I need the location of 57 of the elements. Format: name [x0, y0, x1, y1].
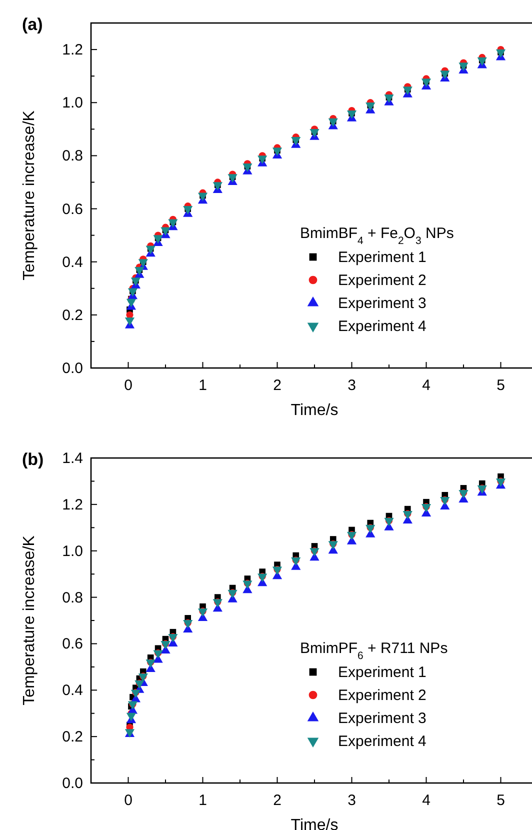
y-tick-label: 0.6 — [62, 200, 83, 218]
y-tick-label: 0.6 — [62, 636, 83, 653]
y-tick-label: 0.8 — [62, 589, 83, 606]
legend-label: Experiment 2 — [338, 272, 426, 289]
point — [366, 102, 376, 111]
chart-title: (b) — [22, 450, 44, 469]
x-tick-label: 1 — [198, 377, 207, 394]
point — [384, 94, 394, 103]
x-tick-label: 3 — [348, 792, 356, 809]
y-tick-label: 0.4 — [62, 682, 83, 700]
legend-label: Experiment 3 — [338, 295, 426, 312]
x-tick-label: 3 — [348, 377, 356, 394]
point — [477, 57, 487, 66]
legend-label: Experiment 1 — [338, 249, 426, 266]
y-tick-label: 0.2 — [62, 306, 83, 324]
legend-label: Experiment 2 — [338, 687, 426, 704]
point — [328, 118, 338, 127]
x-tick-label: 0 — [124, 377, 132, 394]
point — [183, 206, 193, 214]
point — [310, 129, 320, 138]
point — [126, 311, 134, 318]
y-tick-label: 0.0 — [62, 775, 83, 792]
y-tick-label: 0.4 — [62, 254, 83, 271]
point — [496, 49, 506, 58]
point — [291, 136, 301, 146]
y-tick-label: 1.2 — [62, 496, 83, 514]
point — [242, 164, 252, 172]
chart-title: (a) — [22, 15, 43, 34]
legend-title: BmimPF$_{6}$ + R711 NPs — [300, 640, 448, 662]
x-tick-label: 1 — [198, 792, 207, 809]
point — [258, 156, 268, 164]
y-axis-title: Temperature increase/K — [21, 535, 38, 706]
y-tick-label: 1.0 — [62, 94, 83, 112]
y-tick-label: 1.2 — [62, 42, 83, 59]
y-tick-label: 1.4 — [62, 450, 83, 467]
point — [346, 110, 357, 119]
legend-label: Experiment 1 — [338, 664, 426, 681]
legend-label: Experiment 3 — [338, 710, 426, 727]
y-tick-label: 0.0 — [62, 360, 83, 377]
legend-label: Experiment 4 — [338, 318, 426, 335]
legend-label: Experiment 4 — [338, 733, 426, 750]
y-tick-label: 1.0 — [62, 542, 83, 560]
y-tick-label: 0.8 — [62, 148, 83, 165]
x-tick-label: 0 — [124, 792, 132, 809]
y-axis-title: Temperature increase/K — [21, 110, 38, 280]
x-axis-title: Time/s — [290, 817, 338, 830]
x-axis-title: Time/s — [290, 402, 338, 419]
point — [402, 86, 412, 95]
point — [458, 62, 468, 72]
y-tick-label: 0.2 — [62, 728, 83, 746]
x-tick-label: 4 — [422, 377, 430, 394]
x-tick-label: 5 — [496, 377, 505, 394]
x-tick-label: 2 — [273, 792, 282, 809]
x-tick-label: 2 — [273, 377, 282, 394]
x-tick-label: 4 — [422, 792, 430, 809]
legend-title: BmimBF$_{4}$ + Fe$_{2}$O$_{3}$ NPs — [300, 225, 454, 247]
x-tick-label: 5 — [496, 792, 505, 809]
